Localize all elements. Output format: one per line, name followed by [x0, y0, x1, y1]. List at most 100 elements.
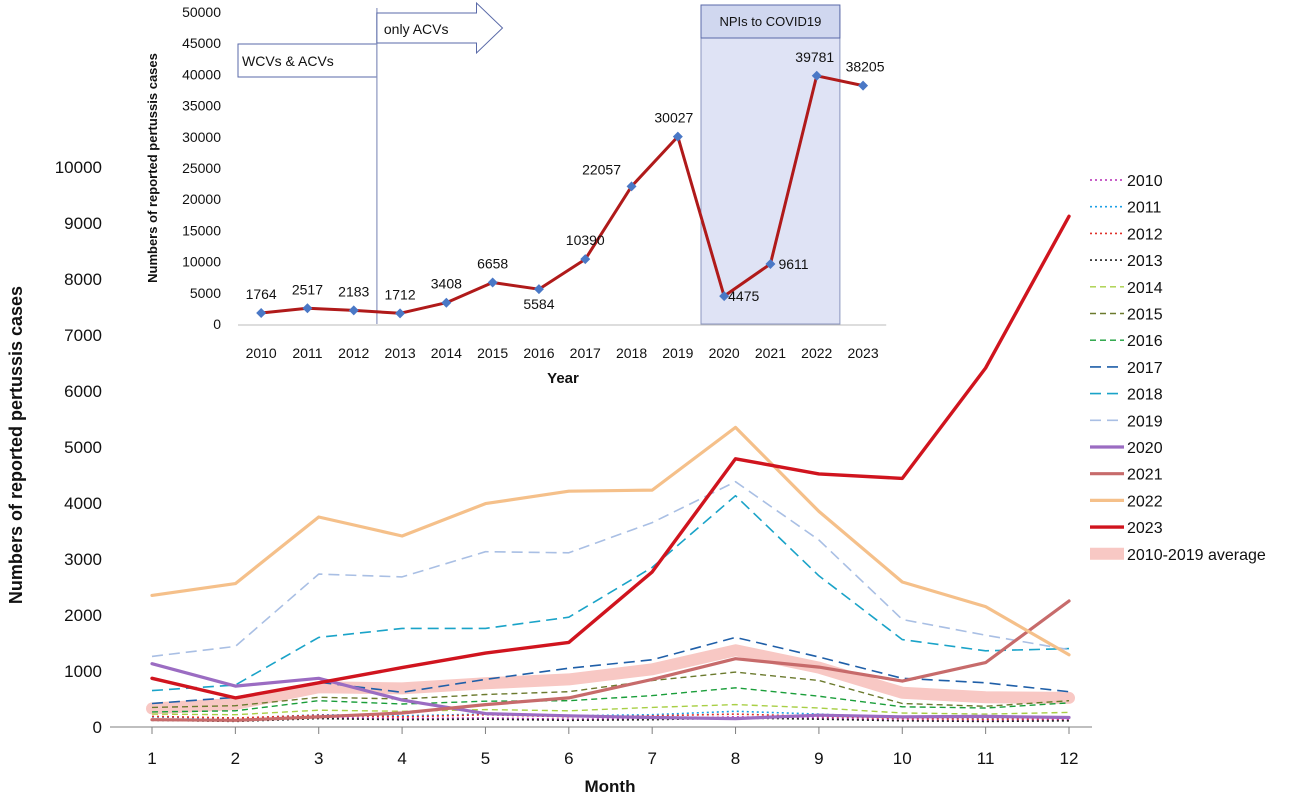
inset-data-point — [672, 131, 683, 142]
inset-x-tick-label: 2010 — [246, 345, 277, 361]
series-line-2021 — [150, 599, 1071, 722]
legend-label: 2019 — [1127, 413, 1163, 430]
inset-x-tick-label: 2023 — [847, 345, 878, 361]
y-tick-label: 5000 — [64, 438, 102, 457]
inset-x-tick-label: 2022 — [801, 345, 832, 361]
legend-label: 2022 — [1127, 493, 1163, 510]
legend-label: 2011 — [1127, 200, 1162, 217]
series-line-2015 — [151, 671, 1070, 709]
inset-data-label: 9611 — [778, 256, 808, 272]
covid-label: NPIs to COVID19 — [720, 14, 822, 29]
x-tick-label: 4 — [397, 749, 406, 768]
inset-data-label: 22057 — [582, 161, 621, 177]
inset-y-tick-label: 0 — [213, 316, 221, 332]
only-acv-arrow — [376, 1, 504, 55]
inset-x-tick-label: 2021 — [755, 345, 786, 361]
legend: 2010 2011 2012 2013 2014 2015 2016 2017 2018 2019… — [1090, 173, 1266, 564]
inset-chart: NPIs to COVID19 WCVs & ACVs only ACVs 0 5000… — [145, 1, 887, 387]
x-tick-label: 1 — [147, 749, 156, 768]
inset-data-label: 2183 — [338, 283, 369, 299]
y-tick-label: 6000 — [64, 382, 102, 401]
x-axis-title: Month — [585, 777, 636, 796]
inset-y-tick-label: 10000 — [182, 254, 221, 270]
inset-y-tick-label: 15000 — [182, 222, 221, 238]
y-tick-label: 7000 — [64, 326, 102, 345]
legend-label: 2015 — [1127, 307, 1163, 324]
main-chart: 1 2 3 4 5 6 7 8 9 10 11 120100020003000400050006000… — [6, 158, 1266, 796]
legend-label: 2010-2019 average — [1127, 547, 1266, 564]
x-tick-label: 9 — [814, 749, 823, 768]
inset-x-tick-label: 2011 — [292, 345, 322, 361]
inset-x-tick-label: 2019 — [662, 345, 693, 361]
series-group — [146, 214, 1075, 723]
series-line-2016 — [151, 687, 1070, 713]
inset-series-line — [260, 74, 864, 315]
legend-label: 2023 — [1127, 520, 1163, 537]
x-tick-label: 12 — [1060, 749, 1079, 768]
inset-data-point — [719, 291, 730, 302]
y-tick-label: 2000 — [64, 606, 102, 625]
legend-label: 2016 — [1127, 333, 1163, 350]
series-line-2022 — [150, 425, 1071, 657]
legend-label: 2020 — [1127, 440, 1163, 457]
series-line-2018 — [151, 494, 1070, 692]
x-tick-label: 6 — [564, 749, 573, 768]
inset-data-point — [580, 254, 591, 265]
x-tick-label: 11 — [977, 749, 995, 768]
inset-data-label: 38205 — [846, 59, 885, 75]
inset-y-tick-label: 30000 — [182, 129, 221, 145]
inset-data-point — [395, 308, 406, 319]
legend-label: 2021 — [1127, 467, 1163, 484]
inset-data-label: 4475 — [728, 288, 759, 304]
x-tick-label: 7 — [647, 749, 656, 768]
y-tick-label: 1000 — [64, 662, 102, 681]
inset-data-point — [811, 70, 822, 81]
series-line-2019 — [151, 480, 1070, 658]
y-tick-label: 9000 — [64, 214, 102, 233]
inset-data-label: 1712 — [384, 286, 415, 302]
inset-data-label: 6658 — [477, 255, 508, 271]
wcv-acv-box — [237, 43, 378, 78]
inset-data-label: 10390 — [566, 232, 605, 248]
x-tick-label: 3 — [314, 749, 323, 768]
inset-x-tick-label: 2017 — [570, 345, 601, 361]
inset-y-tick-label: 40000 — [182, 66, 221, 82]
wcv-acv-label: WCVs & ACVs — [242, 53, 334, 69]
inset-y-tick-label: 50000 — [182, 4, 221, 20]
inset-data-label: 2517 — [292, 281, 323, 297]
inset-data-label: 5584 — [523, 296, 554, 312]
inset-data-label: 30027 — [654, 110, 693, 126]
inset-data-point — [533, 284, 544, 295]
inset-x-tick-label: 2020 — [709, 345, 740, 361]
y-tick-label: 4000 — [64, 494, 102, 513]
x-tick-label: 8 — [731, 749, 740, 768]
y-tick-label: 8000 — [64, 270, 102, 289]
y-tick-label: 3000 — [64, 550, 102, 569]
series-line-2010-2019-average — [146, 644, 1075, 715]
inset-y-axis-title: Numbers of reported pertussis cases — [145, 53, 160, 283]
series-line-2014 — [151, 703, 1070, 716]
inset-data-point — [256, 307, 267, 318]
y-tick-label: 10000 — [55, 158, 102, 177]
covid-band — [700, 8, 841, 325]
x-tick-label: 5 — [481, 749, 490, 768]
x-tick-label: 2 — [231, 749, 240, 768]
y-axis-title: Numbers of reported pertussis cases — [6, 286, 26, 604]
inset-x-tick-label: 2018 — [616, 345, 647, 361]
inset-data-label: 3408 — [431, 276, 462, 292]
inset-x-tick-label: 2014 — [431, 345, 462, 361]
inset-data-point — [626, 181, 637, 192]
legend-label: 2010 — [1127, 173, 1163, 190]
covid-label-box — [700, 4, 841, 39]
x-tick-label: 10 — [893, 749, 912, 768]
inset-x-tick-label: 2013 — [384, 345, 415, 361]
legend-label: 2017 — [1127, 360, 1163, 377]
only-acv-label: only ACVs — [384, 21, 449, 37]
inset-y-tick-label: 5000 — [190, 285, 221, 301]
inset-y-tick-label: 20000 — [182, 191, 221, 207]
legend-label: 2012 — [1127, 226, 1163, 243]
inset-data-point — [858, 80, 869, 91]
legend-label: 2014 — [1127, 280, 1163, 297]
